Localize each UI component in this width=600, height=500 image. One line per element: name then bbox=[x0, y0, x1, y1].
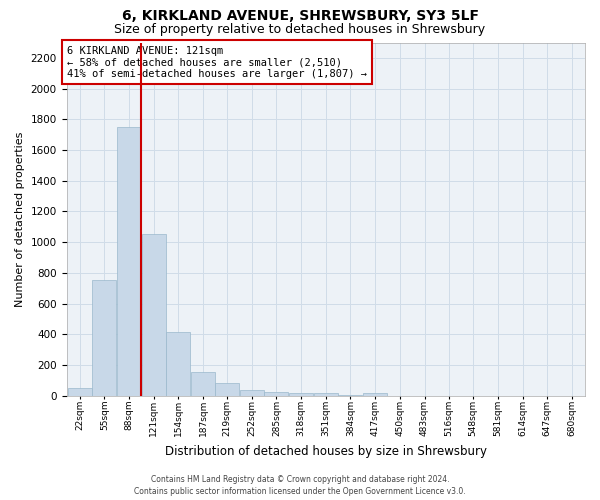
Bar bbox=[265, 392, 289, 396]
Text: 6 KIRKLAND AVENUE: 121sqm
← 58% of detached houses are smaller (2,510)
41% of se: 6 KIRKLAND AVENUE: 121sqm ← 58% of detac… bbox=[67, 46, 367, 79]
Bar bbox=[338, 395, 362, 396]
Bar bbox=[166, 332, 190, 396]
X-axis label: Distribution of detached houses by size in Shrewsbury: Distribution of detached houses by size … bbox=[165, 444, 487, 458]
Y-axis label: Number of detached properties: Number of detached properties bbox=[15, 132, 25, 306]
Bar bbox=[314, 394, 338, 396]
Bar bbox=[240, 390, 263, 396]
Bar bbox=[289, 392, 313, 396]
Bar bbox=[363, 394, 387, 396]
Bar bbox=[142, 234, 166, 396]
Bar bbox=[117, 127, 141, 396]
Bar bbox=[215, 384, 239, 396]
Bar bbox=[68, 388, 92, 396]
Bar bbox=[191, 372, 215, 396]
Bar bbox=[92, 280, 116, 396]
Text: Size of property relative to detached houses in Shrewsbury: Size of property relative to detached ho… bbox=[115, 22, 485, 36]
Text: 6, KIRKLAND AVENUE, SHREWSBURY, SY3 5LF: 6, KIRKLAND AVENUE, SHREWSBURY, SY3 5LF bbox=[121, 9, 479, 23]
Text: Contains HM Land Registry data © Crown copyright and database right 2024.
Contai: Contains HM Land Registry data © Crown c… bbox=[134, 474, 466, 496]
